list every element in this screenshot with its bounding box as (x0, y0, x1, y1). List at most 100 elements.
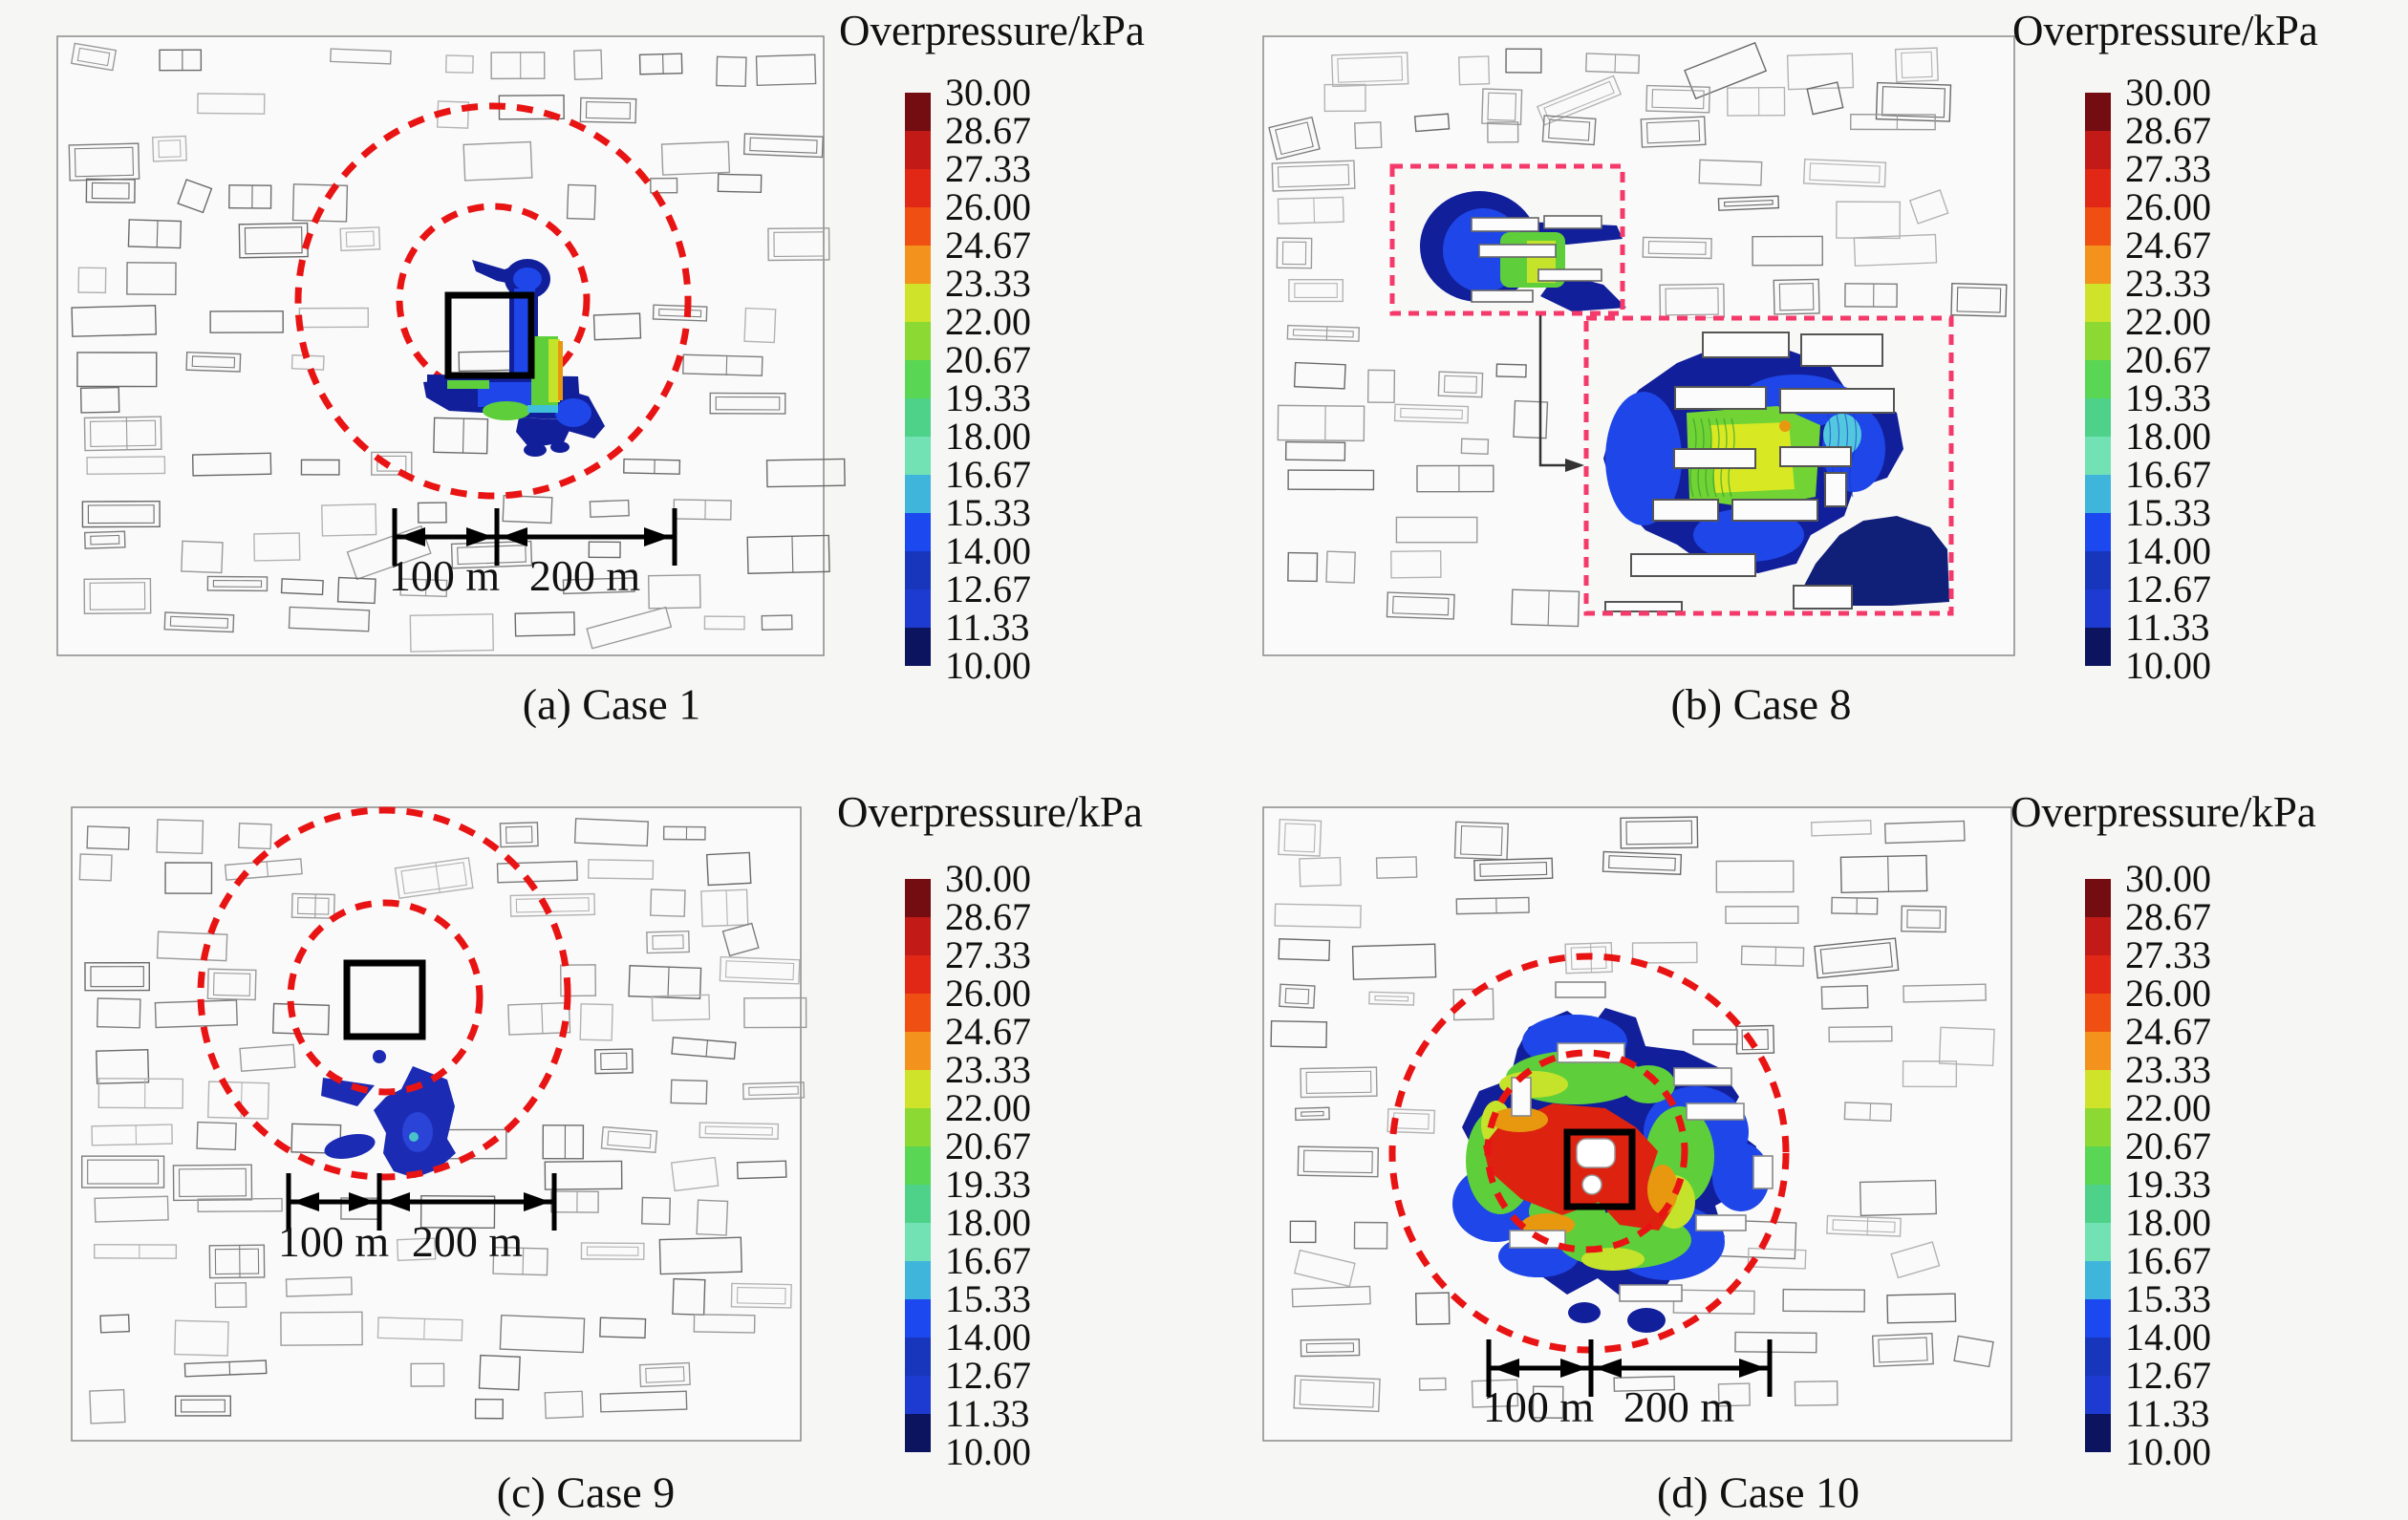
building-footprint (1843, 1102, 1893, 1123)
building-footprint-inner (585, 100, 632, 120)
building-footprint (1810, 820, 1872, 837)
building-footprint-inner (212, 579, 263, 588)
building-footprint (371, 451, 413, 476)
building-footprint (419, 1195, 496, 1230)
colorbar-segment (905, 246, 931, 284)
building-footprint-inner (748, 1085, 799, 1096)
colorbar-segment (2085, 994, 2111, 1032)
building-footprint (172, 1164, 253, 1202)
building-footprint (209, 310, 284, 333)
building-divider (662, 54, 664, 75)
building-footprint-inner (586, 1246, 639, 1256)
colorbar-segment (2085, 1261, 2111, 1299)
building-footprint-inner (645, 1366, 685, 1383)
range-circle-200m (197, 806, 571, 1181)
building-footprint (671, 1037, 737, 1060)
building-footprint-inner (1906, 909, 1941, 930)
building-footprint (99, 1314, 130, 1334)
inset-building (1793, 585, 1853, 610)
building-footprint (716, 55, 747, 88)
building-footprint (709, 392, 786, 415)
inset-building (1779, 388, 1895, 414)
building-footprint-inner (212, 972, 251, 996)
building-footprint (693, 1314, 756, 1334)
building-footprint (1715, 860, 1795, 893)
building-footprint-inner (652, 934, 684, 950)
building-footprint (628, 965, 702, 999)
building-footprint-inner (1487, 92, 1517, 121)
building-footprint (1673, 1067, 1732, 1086)
building-footprint-inner (91, 182, 130, 200)
building-footprint (1513, 399, 1549, 439)
scale-arrowhead (349, 1192, 376, 1211)
building-divider (667, 967, 670, 998)
building-footprint (1505, 48, 1542, 74)
building-footprint-inner (1651, 89, 1705, 110)
colorbar-title: Overpressure/kPa (839, 7, 1145, 54)
colorbar-segment (905, 398, 931, 437)
building-footprint (1511, 1077, 1532, 1117)
building-footprint (1300, 1338, 1361, 1358)
building-footprint (1277, 196, 1344, 225)
building-footprint (1278, 818, 1322, 857)
building-footprint (89, 1388, 126, 1424)
building-footprint (703, 615, 745, 631)
building-footprint (1354, 121, 1383, 150)
building-footprint-inner (89, 419, 157, 448)
building-footprint (339, 226, 381, 252)
building-divider (725, 889, 728, 926)
building-footprint (97, 1078, 184, 1109)
building-footprint-inner (749, 137, 818, 154)
colorbar-tick-label: 10.00 (2125, 1430, 2211, 1473)
inset-building (1478, 244, 1557, 258)
map-panel-c: 100 m 200 m (71, 806, 807, 1442)
building-divider (791, 536, 794, 573)
scale-arrowhead (466, 527, 493, 546)
building-footprint (1820, 985, 1869, 1010)
colorbar-segment (905, 1146, 931, 1185)
scale-arrowhead (1595, 1359, 1622, 1378)
plume-shape (1605, 392, 1682, 525)
building-footprint (177, 179, 213, 214)
building-footprint (1330, 52, 1409, 88)
inset-building (1702, 332, 1790, 358)
colorbar-tick-label: 18.00 (945, 1201, 1031, 1244)
colorbar-segment (2085, 169, 2111, 207)
building-footprint (78, 853, 113, 882)
building-footprint (638, 53, 683, 75)
colorbar-segment (2085, 284, 2111, 322)
building-footprint (1268, 116, 1321, 161)
building-footprint (1894, 47, 1939, 83)
building-footprint-inner (1275, 121, 1314, 156)
building-footprint (208, 1244, 266, 1279)
colorbar-tick-label: 19.33 (2125, 376, 2211, 419)
building-footprint (1901, 905, 1947, 933)
scale-bar: 100 m 200 m (278, 1173, 557, 1266)
colorbar-segment (905, 994, 931, 1032)
building-footprint (1773, 278, 1820, 315)
building-footprint (544, 1390, 584, 1420)
colorbar-segment (905, 1414, 931, 1452)
colorbar-segment (2085, 1299, 2111, 1338)
inset-building (1731, 499, 1818, 522)
building-footprint (1387, 1107, 1436, 1134)
building-footprint (433, 417, 489, 455)
plume-shape (409, 1132, 419, 1142)
building-footprint-inner (1881, 86, 1946, 118)
building-footprint (514, 611, 576, 637)
building-footprint (478, 1354, 521, 1391)
building-footprint (1413, 113, 1451, 133)
building-footprint (462, 140, 533, 182)
building-footprint-inner (600, 1052, 628, 1071)
colorbar-segment (2085, 1070, 2111, 1108)
colorbar-tick-label: 27.33 (945, 933, 1031, 976)
building-divider (125, 417, 128, 450)
colorbar-segment (2085, 513, 2111, 551)
building-footprint (280, 1311, 363, 1346)
colorbar-segment (905, 1108, 931, 1146)
building-footprint (1555, 981, 1606, 998)
building-footprint (1274, 903, 1362, 929)
building-footprint (164, 862, 213, 894)
building-footprint (450, 540, 533, 569)
building-footprint (409, 613, 495, 653)
